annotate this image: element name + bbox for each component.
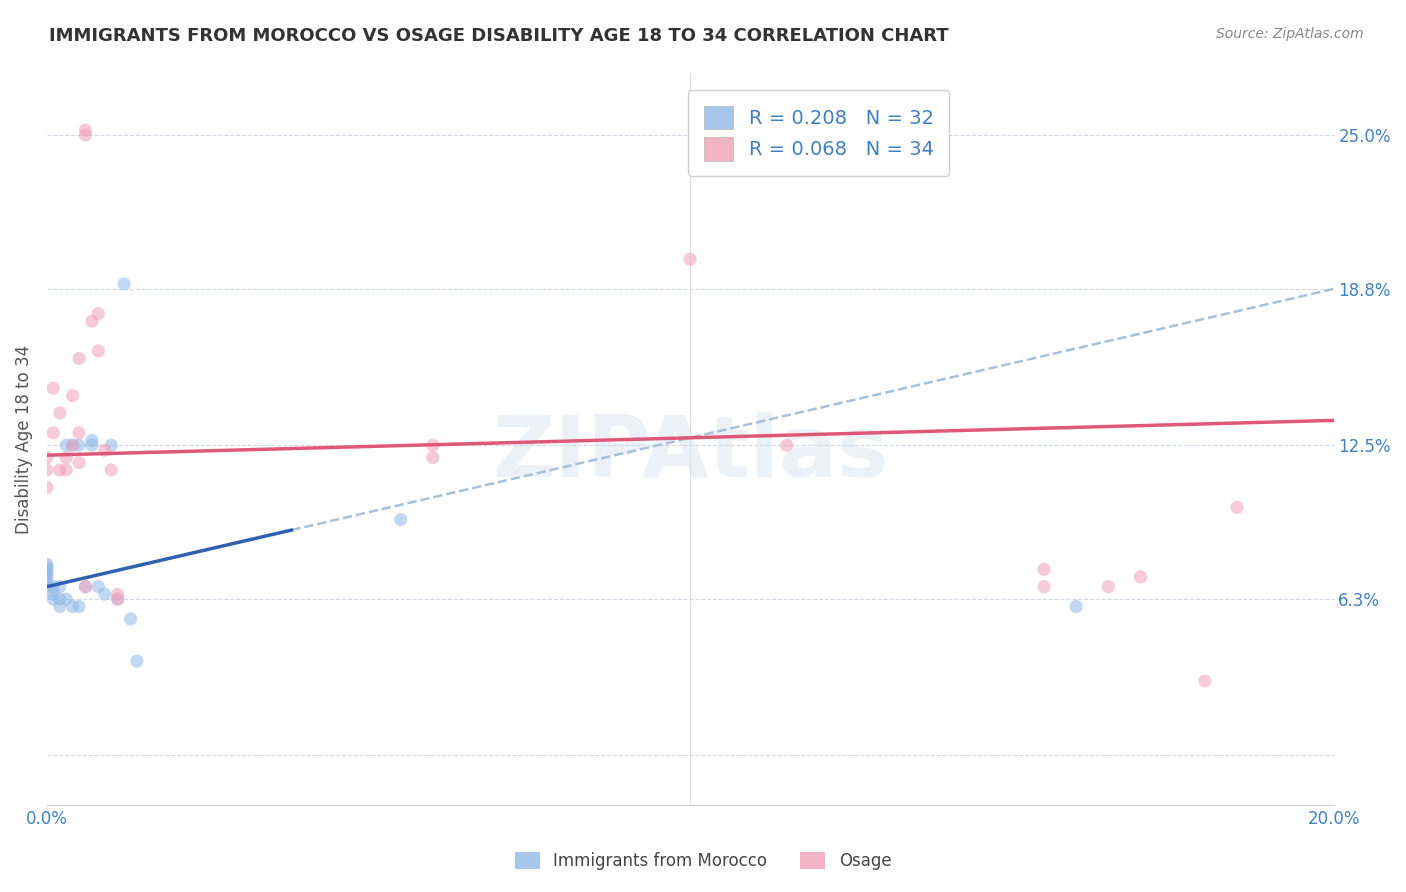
Point — [49, 592, 72, 607]
Point — [35, 463, 58, 477]
Point — [107, 592, 129, 607]
Point — [100, 463, 122, 477]
Point — [35, 480, 58, 494]
Point — [42, 587, 65, 601]
Point — [62, 438, 84, 452]
Point — [35, 559, 58, 574]
Point — [80, 438, 103, 452]
Point — [75, 123, 97, 137]
Point — [49, 463, 72, 477]
Point — [49, 580, 72, 594]
Text: IMMIGRANTS FROM MOROCCO VS OSAGE DISABILITY AGE 18 TO 34 CORRELATION CHART: IMMIGRANTS FROM MOROCCO VS OSAGE DISABIL… — [49, 27, 949, 45]
Point — [35, 580, 58, 594]
Point — [1129, 570, 1152, 584]
Point — [67, 456, 90, 470]
Y-axis label: Disability Age 18 to 34: Disability Age 18 to 34 — [15, 344, 32, 533]
Point — [1226, 500, 1249, 515]
Point — [1064, 599, 1087, 614]
Point — [1097, 580, 1119, 594]
Text: ZIPAtlas: ZIPAtlas — [492, 412, 889, 495]
Point — [62, 438, 84, 452]
Point — [125, 654, 148, 668]
Text: Source: ZipAtlas.com: Source: ZipAtlas.com — [1216, 27, 1364, 41]
Point — [80, 314, 103, 328]
Point — [75, 580, 97, 594]
Point — [1194, 673, 1216, 688]
Point — [679, 252, 702, 266]
Point — [55, 463, 77, 477]
Point — [87, 343, 110, 358]
Point — [67, 351, 90, 366]
Point — [62, 388, 84, 402]
Point — [389, 513, 412, 527]
Point — [80, 434, 103, 448]
Point — [67, 438, 90, 452]
Point — [55, 450, 77, 465]
Point — [35, 558, 58, 572]
Point — [42, 381, 65, 395]
Point — [62, 599, 84, 614]
Point — [55, 438, 77, 452]
Point — [49, 406, 72, 420]
Point — [75, 128, 97, 142]
Point — [42, 425, 65, 440]
Point — [35, 574, 58, 589]
Point — [35, 570, 58, 584]
Point — [120, 612, 142, 626]
Point — [1033, 562, 1056, 576]
Point — [87, 307, 110, 321]
Point — [107, 587, 129, 601]
Legend: R = 0.208   N = 32, R = 0.068   N = 34: R = 0.208 N = 32, R = 0.068 N = 34 — [689, 90, 949, 177]
Point — [94, 587, 117, 601]
Legend: Immigrants from Morocco, Osage: Immigrants from Morocco, Osage — [508, 845, 898, 877]
Point — [112, 277, 135, 291]
Point — [35, 565, 58, 579]
Point — [42, 580, 65, 594]
Point — [94, 443, 117, 458]
Point — [75, 580, 97, 594]
Point — [422, 438, 444, 452]
Point — [35, 562, 58, 576]
Point — [100, 438, 122, 452]
Point — [107, 592, 129, 607]
Point — [1033, 580, 1056, 594]
Point — [776, 438, 799, 452]
Point — [422, 450, 444, 465]
Point — [35, 567, 58, 582]
Point — [67, 425, 90, 440]
Point — [49, 599, 72, 614]
Point — [87, 580, 110, 594]
Point — [42, 592, 65, 607]
Point — [35, 450, 58, 465]
Point — [67, 599, 90, 614]
Point — [55, 592, 77, 607]
